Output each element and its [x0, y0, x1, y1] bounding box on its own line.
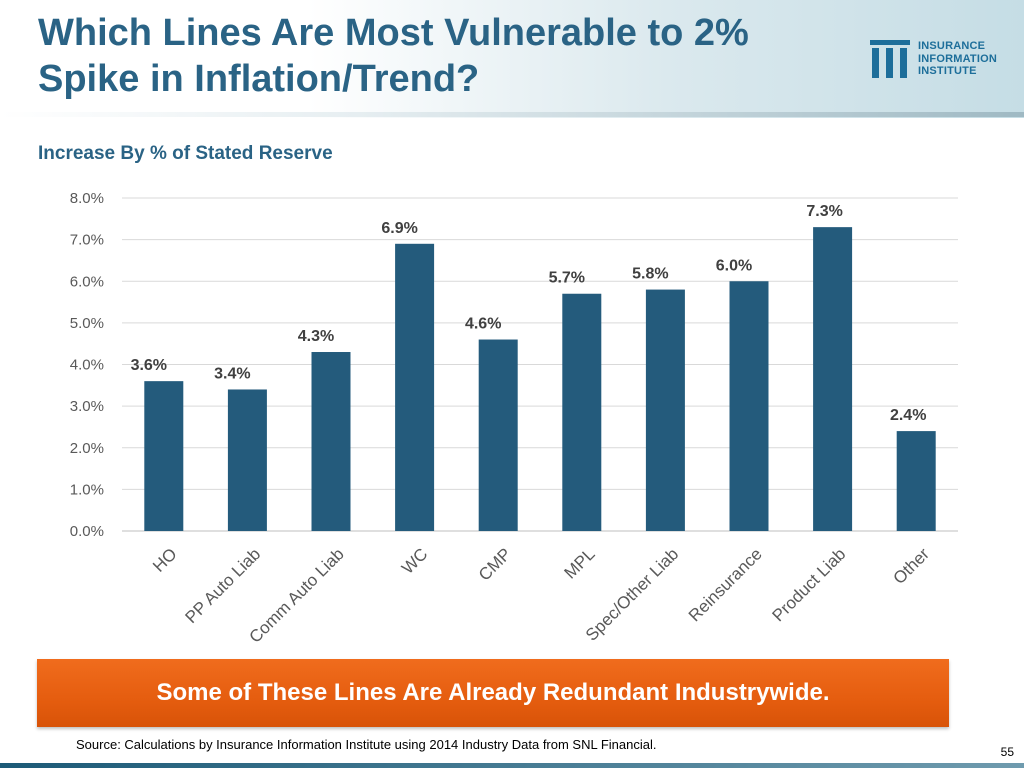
y-tick-label: 2.0% [70, 440, 104, 457]
bar [896, 431, 936, 531]
y-tick-label: 5.0% [70, 315, 104, 332]
x-tick-label: MPL [560, 544, 598, 582]
bar [227, 389, 267, 531]
header-divider [0, 112, 1024, 117]
banner-text: Some of These Lines Are Already Redundan… [156, 679, 830, 706]
y-tick-label: 6.0% [70, 273, 104, 290]
logo-line-2: INFORMATION [918, 52, 997, 65]
header-background [0, 0, 1024, 118]
y-tick-label: 7.0% [70, 232, 104, 249]
title-line-1: Which Lines Are Most Vulnerable to 2% [38, 12, 749, 54]
y-tick-label: 3.0% [70, 398, 104, 415]
data-label: 2.4% [890, 407, 926, 424]
bar [311, 352, 351, 531]
y-tick-label: 8.0% [70, 190, 104, 207]
x-tick-label: Reinsurance [685, 544, 766, 625]
callout-banner: Some of These Lines Are Already Redundan… [37, 659, 949, 727]
x-tick-label: PP Auto Liab [181, 544, 264, 627]
y-tick-label: 4.0% [70, 357, 104, 374]
logo-line-3: INSTITUTE [918, 65, 977, 77]
x-tick-label: Product Liab [768, 544, 849, 625]
y-tick-label: 0.0% [70, 523, 104, 540]
data-label: 4.3% [298, 328, 334, 345]
bar-chart: 0.0% 1.0% 2.0% 3.0% 4.0% 5.0% 6.0% 7.0% 8.0% 3.6%… [70, 190, 958, 647]
bar [729, 281, 769, 531]
bar [562, 293, 602, 531]
data-label: 7.3% [806, 203, 842, 220]
x-tick-label: HO [149, 544, 180, 575]
chart-subtitle: Increase By % of Stated Reserve [38, 143, 333, 164]
data-label: 6.0% [716, 257, 752, 274]
bar [478, 339, 518, 531]
bar [645, 289, 685, 531]
bar [395, 243, 435, 531]
y-tick-label: 1.0% [70, 481, 104, 498]
iii-logo: INSURANCE INFORMATION INSTITUTE [868, 38, 1018, 80]
logo-mark-icon [870, 40, 910, 78]
bar [144, 381, 184, 531]
logo-line-1: INSURANCE [918, 40, 986, 52]
data-label: 5.7% [549, 270, 585, 287]
x-tick-label: Other [890, 544, 934, 588]
page-number: 55 [1000, 745, 1014, 759]
x-tick-label: WC [398, 544, 431, 577]
source-note: Source: Calculations by Insurance Inform… [76, 737, 657, 752]
data-label: 5.8% [632, 266, 668, 283]
bar [813, 227, 853, 531]
logo-text: INSURANCE INFORMATION INSTITUTE [918, 40, 997, 78]
page-title: Which Lines Are Most Vulnerable to 2% Sp… [38, 10, 838, 102]
data-label: 3.4% [214, 365, 250, 382]
footer-bar [0, 763, 1024, 768]
data-label: 4.6% [465, 316, 501, 333]
x-tick-label: CMP [475, 544, 515, 584]
data-label: 6.9% [381, 220, 417, 237]
data-label: 3.6% [131, 357, 167, 374]
title-line-2: Spike in Inflation/Trend? [38, 58, 480, 100]
